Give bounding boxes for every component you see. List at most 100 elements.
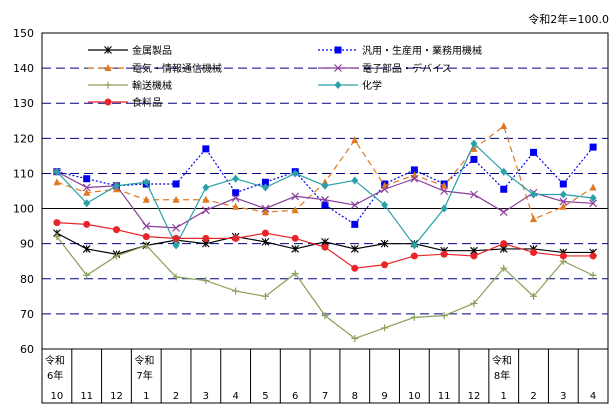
data-point [410, 252, 418, 260]
data-point [559, 190, 567, 199]
data-point [83, 271, 91, 279]
year-era-label: 令和 [492, 354, 512, 367]
data-point [500, 240, 508, 248]
series [52, 167, 598, 232]
data-point [351, 136, 359, 144]
data-point [291, 192, 300, 201]
x-tick-label: 1 [143, 391, 149, 402]
data-point [559, 252, 567, 260]
data-point [261, 204, 270, 213]
data-point [500, 167, 508, 176]
data-point [589, 183, 597, 191]
data-point [232, 234, 240, 242]
data-point [261, 178, 269, 186]
data-point [380, 239, 389, 248]
year-era-label: 令和 [45, 354, 65, 367]
data-point [351, 220, 359, 228]
x-tick-label: 3 [203, 391, 209, 402]
data-point [380, 185, 389, 194]
year-label: 7年 [136, 369, 152, 382]
data-point [172, 195, 180, 203]
data-point [291, 169, 299, 178]
data-point [589, 199, 598, 208]
y-tick-label: 80 [20, 273, 34, 286]
data-point [172, 234, 180, 242]
data-point [440, 312, 448, 320]
series [53, 139, 597, 250]
data-point [589, 143, 597, 151]
x-tick-label: 12 [110, 391, 123, 402]
legend-item: 電気・情報通信機械 [88, 62, 222, 75]
data-point [261, 208, 269, 216]
legend-label: 電気・情報通信機械 [132, 62, 222, 75]
x-tick-label: 12 [468, 391, 481, 402]
data-point [261, 238, 270, 246]
data-point [500, 264, 508, 272]
data-point [440, 187, 449, 195]
x-tick-label: 2 [173, 391, 179, 402]
x-tick-label: 11 [438, 391, 451, 402]
data-point [142, 233, 150, 241]
y-tick-label: 60 [20, 343, 34, 356]
data-point [334, 46, 342, 54]
unit-note: 令和2年=100.0 [528, 13, 609, 26]
data-point [53, 178, 61, 186]
series [53, 219, 597, 272]
data-point [172, 180, 180, 188]
data-point [291, 206, 299, 214]
data-point [470, 139, 478, 148]
x-tick-label: 8 [352, 391, 358, 402]
data-point [53, 167, 61, 176]
legend-label: 食料品 [132, 96, 162, 109]
data-point [559, 180, 567, 188]
series-line [56, 236, 594, 340]
y-tick-label: 140 [13, 62, 34, 75]
legend-item: 化学 [318, 79, 382, 92]
data-point [470, 299, 478, 307]
data-point [500, 122, 508, 130]
legend-label: 金属製品 [132, 44, 172, 57]
year-label: 8年 [494, 369, 510, 382]
legend-item: 食料品 [88, 96, 162, 109]
y-tick-label: 150 [13, 27, 34, 40]
data-point [589, 194, 597, 203]
data-point [104, 46, 112, 54]
legend-item: 汎用・生産用・業務用機械 [318, 44, 482, 57]
data-point [142, 178, 150, 187]
data-point [321, 312, 329, 320]
data-point [261, 229, 269, 237]
data-point [202, 195, 210, 203]
data-point [321, 243, 329, 251]
data-point [410, 174, 419, 183]
x-tick-label: 10 [51, 391, 64, 402]
data-point [261, 292, 269, 300]
data-point [321, 181, 329, 190]
data-point [202, 277, 210, 285]
x-tick-label: 10 [408, 391, 421, 402]
x-tick-label: 4 [232, 391, 238, 402]
y-tick-label: 120 [13, 132, 34, 145]
data-point [351, 334, 359, 342]
data-point [470, 144, 478, 152]
data-point [82, 245, 91, 253]
data-point [232, 174, 240, 183]
data-point [530, 148, 538, 156]
grid-lines [42, 67, 608, 315]
data-point [470, 190, 478, 199]
data-point [104, 64, 112, 71]
category-box [41, 348, 609, 404]
data-point [381, 324, 389, 332]
x-tick-label: 1 [501, 391, 507, 402]
data-point [142, 195, 150, 203]
series [53, 233, 597, 342]
legend-item: 金属製品 [88, 44, 172, 57]
legend-item: 輸送機械 [88, 79, 172, 92]
x-tick-label: 2 [530, 391, 536, 402]
data-point [142, 222, 151, 231]
data-point [530, 215, 538, 223]
data-point [530, 248, 538, 256]
data-point [350, 201, 359, 209]
year-era-label: 令和 [134, 354, 154, 367]
